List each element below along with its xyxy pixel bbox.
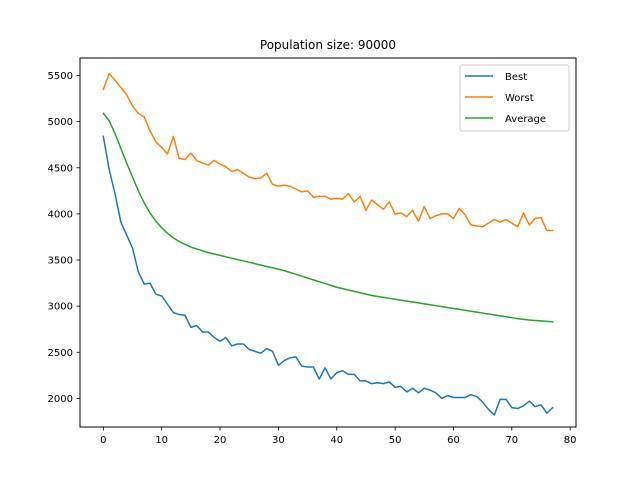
y-tick-label: 3000: [48, 302, 73, 313]
y-tick-label: 2000: [48, 394, 73, 405]
legend: Best Worst Average: [459, 64, 570, 132]
series-layer: [102, 72, 554, 416]
y-tick-label: 5500: [48, 71, 73, 82]
series-line-best: [102, 135, 554, 416]
y-tick-label: 4500: [48, 163, 73, 174]
legend-label-best: Best: [505, 72, 527, 83]
chart-title: Population size: 90000: [260, 38, 396, 52]
legend-label-average: Average: [505, 114, 546, 125]
y-tick-label: 3500: [48, 256, 73, 267]
x-tick-label: 60: [447, 435, 460, 446]
y-tick-label: 2500: [48, 348, 73, 359]
legend-label-worst: Worst: [505, 93, 534, 104]
x-tick-label: 10: [155, 435, 168, 446]
plot-frame: [79, 57, 577, 428]
axes-layer: 0 10 20 30 40 50 60 70 80 2000 2500 3000 3500 4000 450…: [48, 71, 577, 446]
x-tick-label: 0: [100, 435, 106, 446]
legend-frame: [459, 64, 570, 132]
x-tick-label: 80: [564, 435, 577, 446]
series-line-worst: [102, 72, 554, 232]
series-line-average: [102, 112, 554, 323]
x-tick-label: 20: [214, 435, 227, 446]
x-tick-label: 50: [389, 435, 402, 446]
y-tick-label: 5000: [48, 117, 73, 128]
x-tick-label: 30: [272, 435, 285, 446]
y-tick-label: 4000: [48, 209, 73, 220]
x-tick-label: 40: [330, 435, 343, 446]
x-tick-label: 70: [505, 435, 518, 446]
